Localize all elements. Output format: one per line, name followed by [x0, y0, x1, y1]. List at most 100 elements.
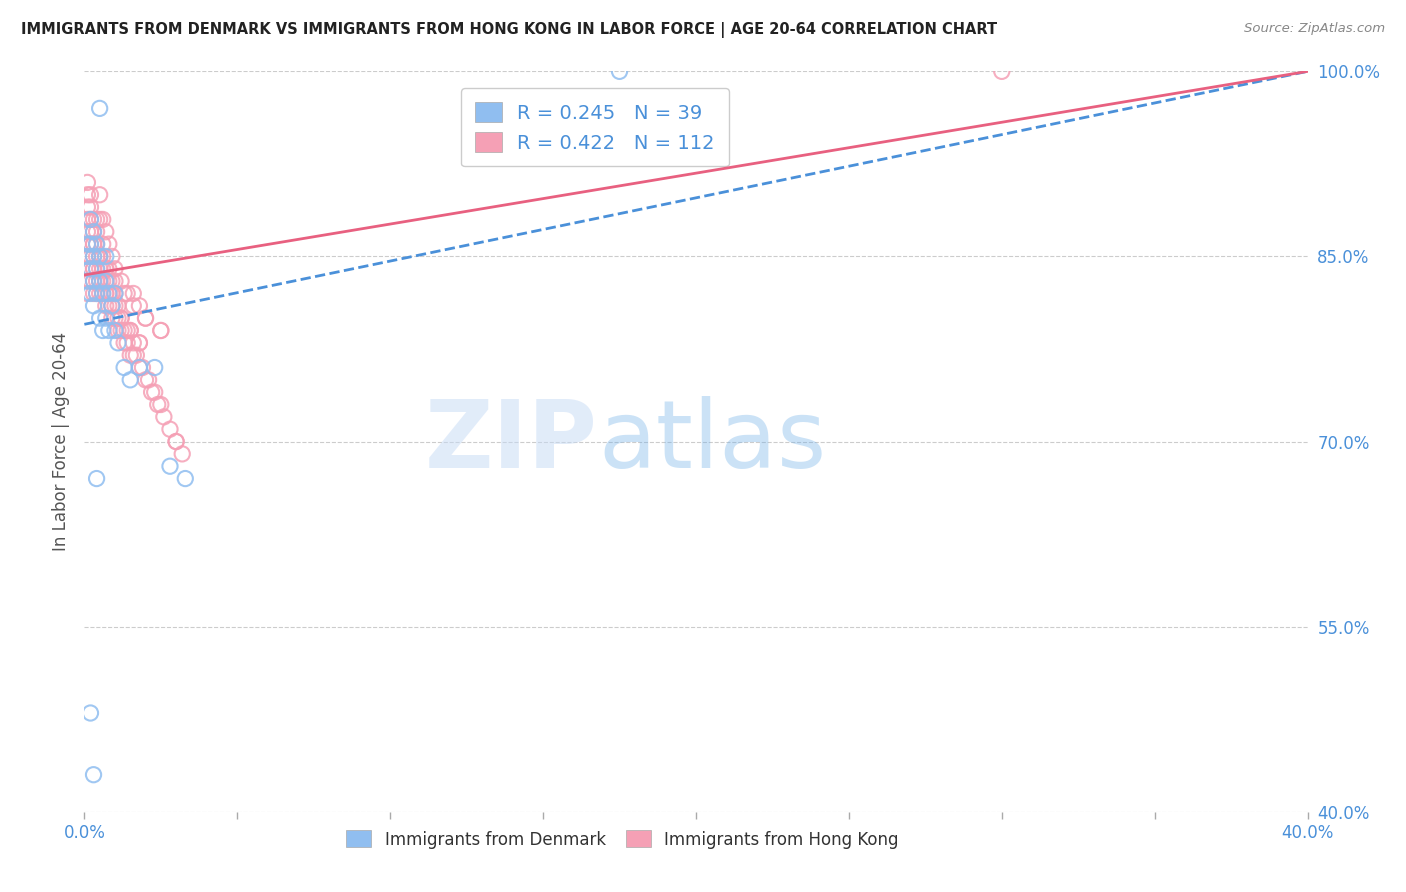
Point — [89, 102, 111, 116]
Point — [107, 324, 129, 338]
Text: IMMIGRANTS FROM DENMARK VS IMMIGRANTS FROM HONG KONG IN LABOR FORCE | AGE 20-64 : IMMIGRANTS FROM DENMARK VS IMMIGRANTS FR… — [21, 22, 997, 38]
Point — [79, 237, 101, 252]
Point — [122, 335, 145, 350]
Point — [91, 324, 114, 338]
Point — [94, 261, 117, 276]
Point — [104, 286, 127, 301]
Point — [135, 373, 157, 387]
Point — [79, 200, 101, 214]
Point — [76, 261, 98, 276]
Point — [83, 237, 105, 252]
Point — [79, 250, 101, 264]
Point — [89, 274, 111, 288]
Point — [89, 311, 111, 326]
Point — [97, 299, 120, 313]
Point — [104, 324, 127, 338]
Point — [149, 398, 172, 412]
Point — [83, 274, 105, 288]
Point — [104, 286, 127, 301]
Point — [138, 373, 160, 387]
Point — [86, 250, 108, 264]
Point — [94, 274, 117, 288]
Point — [91, 286, 114, 301]
Point — [141, 385, 163, 400]
Point — [83, 299, 105, 313]
Point — [89, 212, 111, 227]
Point — [125, 348, 148, 362]
Point — [159, 459, 181, 474]
Point — [86, 237, 108, 252]
Point — [94, 225, 117, 239]
Text: atlas: atlas — [598, 395, 827, 488]
Point — [94, 274, 117, 288]
Point — [89, 274, 111, 288]
Point — [120, 324, 142, 338]
Point — [91, 212, 114, 227]
Point — [89, 250, 111, 264]
Point — [128, 360, 150, 375]
Point — [110, 274, 132, 288]
Point — [79, 187, 101, 202]
Point — [89, 250, 111, 264]
Point — [146, 398, 169, 412]
Point — [76, 274, 98, 288]
Point — [89, 187, 111, 202]
Point — [143, 360, 166, 375]
Point — [97, 261, 120, 276]
Point — [128, 299, 150, 313]
Point — [94, 286, 117, 301]
Point — [101, 274, 124, 288]
Point — [122, 286, 145, 301]
Point — [76, 250, 98, 264]
Point — [101, 250, 124, 264]
Point — [86, 286, 108, 301]
Point — [83, 250, 105, 264]
Point — [83, 237, 105, 252]
Point — [94, 311, 117, 326]
Point — [122, 299, 145, 313]
Point — [97, 274, 120, 288]
Point — [79, 274, 101, 288]
Point — [97, 237, 120, 252]
Point — [76, 237, 98, 252]
Point — [91, 237, 114, 252]
Point — [991, 64, 1014, 78]
Point — [79, 237, 101, 252]
Point — [83, 225, 105, 239]
Point — [79, 212, 101, 227]
Point — [79, 225, 101, 239]
Point — [165, 434, 187, 449]
Point — [131, 360, 153, 375]
Point — [122, 348, 145, 362]
Point — [101, 311, 124, 326]
Point — [128, 335, 150, 350]
Point — [97, 324, 120, 338]
Point — [112, 335, 135, 350]
Legend: Immigrants from Denmark, Immigrants from Hong Kong: Immigrants from Denmark, Immigrants from… — [340, 823, 905, 855]
Point — [83, 250, 105, 264]
Point — [120, 348, 142, 362]
Point — [128, 360, 150, 375]
Point — [149, 324, 172, 338]
Point — [83, 274, 105, 288]
Point — [128, 335, 150, 350]
Y-axis label: In Labor Force | Age 20-64: In Labor Force | Age 20-64 — [52, 332, 70, 551]
Point — [76, 187, 98, 202]
Point — [89, 250, 111, 264]
Point — [76, 175, 98, 189]
Point — [79, 286, 101, 301]
Point — [101, 299, 124, 313]
Text: Source: ZipAtlas.com: Source: ZipAtlas.com — [1244, 22, 1385, 36]
Point — [94, 250, 117, 264]
Text: ZIP: ZIP — [425, 395, 598, 488]
Point — [91, 274, 114, 288]
Point — [165, 434, 187, 449]
Point — [112, 286, 135, 301]
Point — [83, 286, 105, 301]
Point — [143, 385, 166, 400]
Point — [94, 286, 117, 301]
Point — [115, 324, 138, 338]
Point — [609, 64, 631, 78]
Point — [83, 212, 105, 227]
Point — [86, 237, 108, 252]
